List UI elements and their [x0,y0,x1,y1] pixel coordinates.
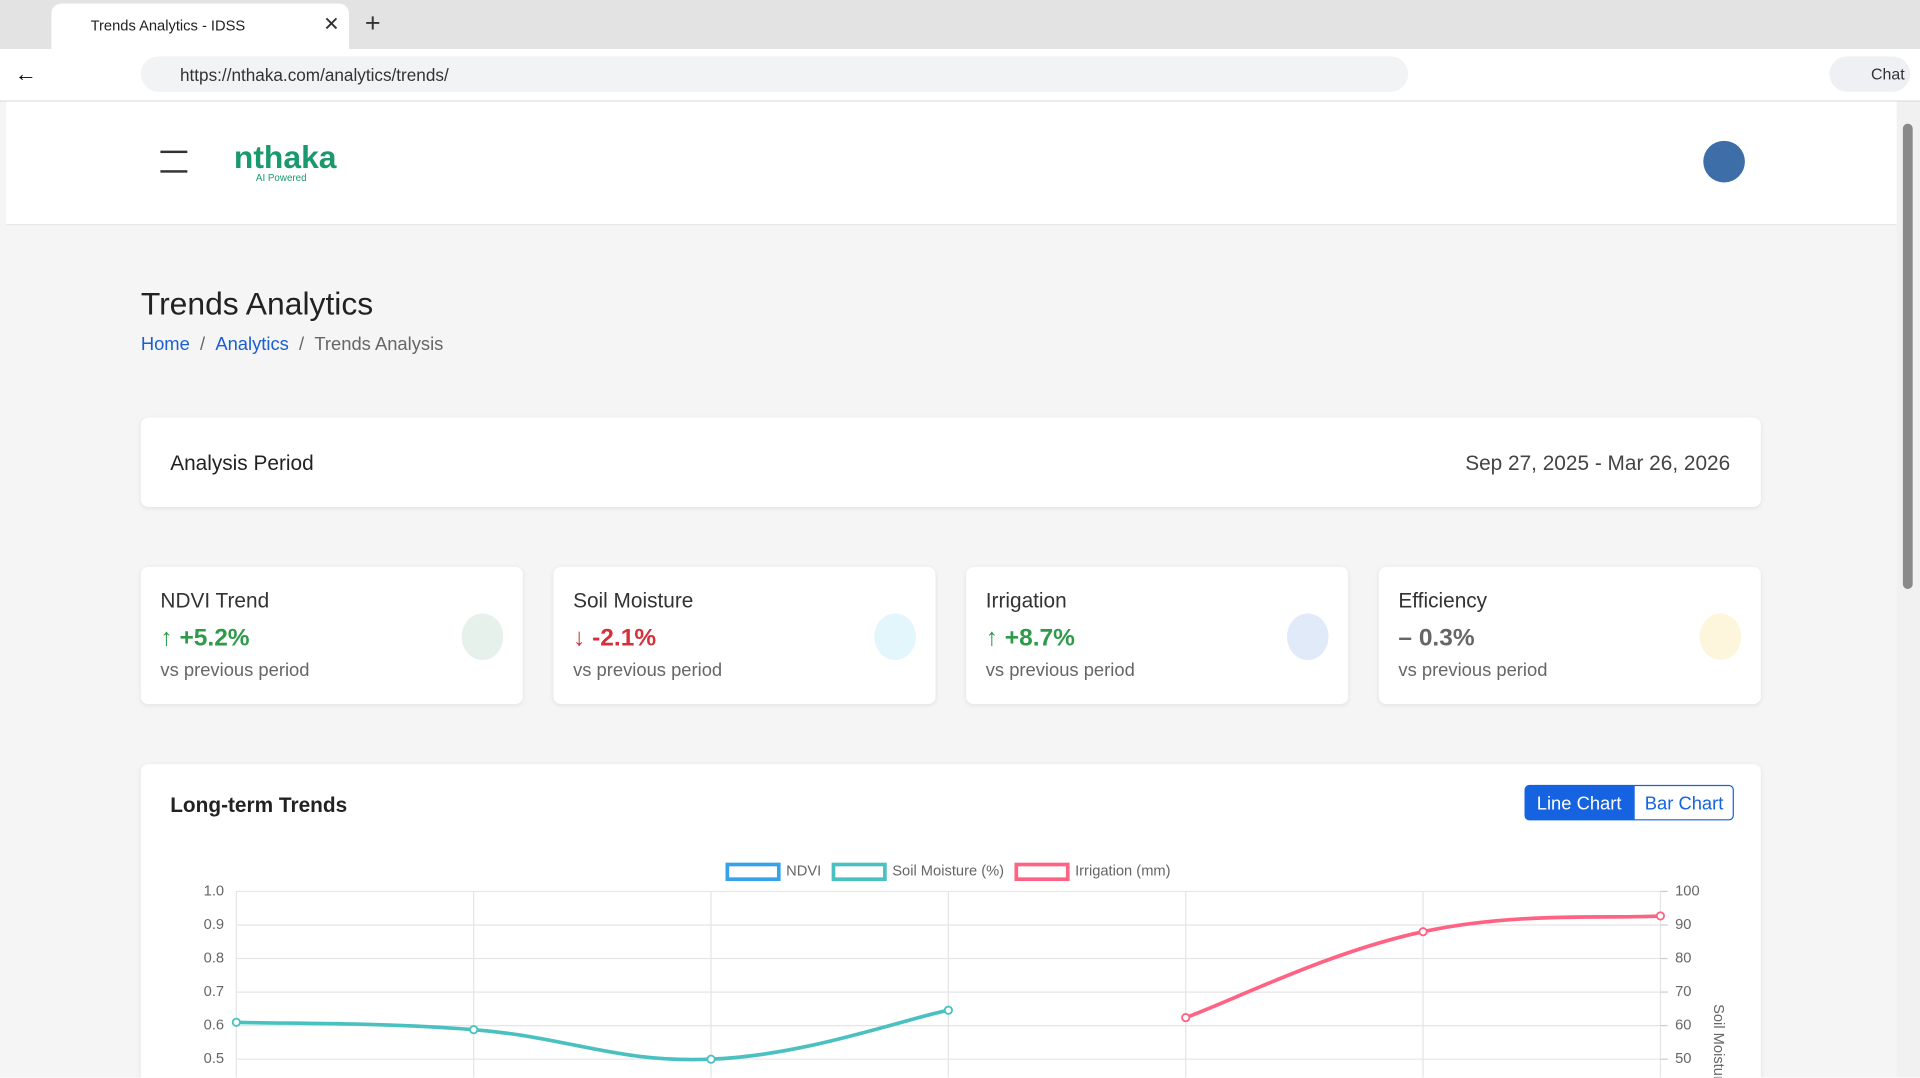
back[interactable]: ← [14,61,37,86]
avatar[interactable] [1703,140,1745,183]
data-point [706,1054,716,1064]
data-point [1418,927,1428,937]
breadcrumb-link[interactable]: Analytics [215,334,289,356]
y-tick-label: 0.9 [204,917,224,933]
stat-value: ↓ -2.1% [573,624,657,652]
stat-value-text: +5.2% [179,624,250,652]
stat-value-text: -2.1% [592,624,657,652]
breadcrumb-current: Trends Analysis [314,334,444,356]
stat-icon [461,613,504,661]
close-tab[interactable]: ✕ [323,14,340,36]
y-tick-label: 0.7 [204,984,224,1000]
y-tick-label: 0.5 [204,1051,224,1067]
legend-swatch [831,862,887,882]
stat-note: vs previous period [1398,660,1548,681]
y2-tick-label: 100 [1675,883,1700,899]
menu-toggle[interactable] [160,150,188,173]
period-label: Analysis Period [170,451,314,476]
stat-icon [874,613,916,661]
scrollbar[interactable] [1896,101,1920,1078]
url: https://nthaka.com/analytics/trends/ [180,64,449,85]
stat-icon [1699,613,1742,661]
y-tick-label: 0.6 [204,1018,224,1034]
legend-swatch [725,862,781,882]
series-line [236,1008,949,1062]
stat-card: Soil Moisture ↓ -2.1% vs previous period [553,566,936,705]
stat-title: Soil Moisture [573,588,694,613]
stat-title: NDVI Trend [160,588,270,613]
breadcrumb-link[interactable]: Home [140,334,190,356]
toolbar: ← https://nthaka.com/analytics/trends/ C… [0,48,1920,102]
y2-tick-label: 60 [1675,1018,1691,1034]
y2-tick-label: 80 [1675,950,1691,966]
y-tick-label: 1.0 [204,883,224,899]
stat-card: Efficiency – 0.3% vs previous period [1378,566,1761,705]
chat-button[interactable]: Chat [1829,56,1911,92]
address-bar[interactable]: https://nthaka.com/analytics/trends/ [140,56,1409,92]
stat-note: vs previous period [573,660,723,681]
legend-label: Irrigation (mm) [1075,864,1170,880]
legend-label: Soil Moisture (%) [892,864,1004,880]
stat-icon [1286,613,1329,661]
chart-toggle: Line Chart Bar Chart [1524,784,1735,821]
y2-tick-label: 50 [1675,1051,1691,1067]
stat-value-text: 0.3% [1418,624,1475,652]
stat-note: vs previous period [160,660,310,681]
data-point [231,1017,241,1027]
legend-swatch [1014,862,1070,882]
stat-card: NDVI Trend ↑ +5.2% vs previous period [140,566,523,705]
page-title: Trends Analytics [140,285,374,323]
stat-value: – 0.3% [1398,624,1475,652]
data-point [1181,1012,1191,1023]
date-range[interactable]: Sep 27, 2025 - Mar 26, 2026 [1465,451,1731,476]
stat-value: ↑ +8.7% [985,624,1075,652]
stat-value-text: +8.7% [1004,624,1075,652]
y2-axis-title: Soil Moisture (%) [1710,1004,1726,1077]
chat-label: Chat [1871,64,1905,84]
data-point [1655,911,1666,921]
y-tick-label: 0.8 [204,950,224,966]
breadcrumbs: Home / Analytics / Trends Analysis [140,334,444,356]
data-point [469,1025,479,1035]
new-tab[interactable]: + [364,7,381,38]
legend-label: NDVI [786,864,821,880]
scroll-thumb[interactable] [1902,123,1913,589]
tab-title: Trends Analytics - IDSS [90,17,246,35]
logo-tagline: AI Powered [255,172,307,184]
logo[interactable]: nthaka [233,138,337,176]
stat-title: Irrigation [985,588,1067,613]
stat-value: ↑ +5.2% [160,624,250,652]
stat-note: vs previous period [985,660,1135,681]
toggle-button[interactable]: Line Chart [1524,784,1634,821]
y2-tick-label: 90 [1675,917,1691,933]
y2-tick-label: 70 [1675,984,1691,1000]
chart-title: Long-term Trends [170,793,348,817]
data-point [943,1005,953,1015]
stat-title: Efficiency [1398,588,1488,613]
stat-card: Irrigation ↑ +8.7% vs previous period [966,566,1349,705]
tab[interactable]: Trends Analytics - IDSS ✕ [51,3,349,49]
site-header: nthaka AI Powered [6,101,1897,226]
toggle-button[interactable]: Bar Chart [1633,784,1735,821]
period-card: Analysis Period Sep 27, 2025 - Mar 26, 2… [140,417,1761,507]
